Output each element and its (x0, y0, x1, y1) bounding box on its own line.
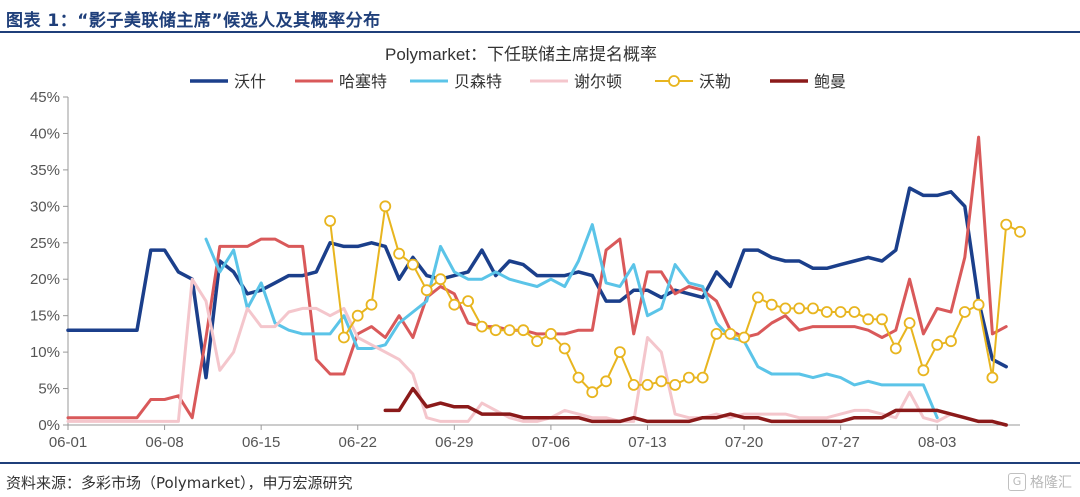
series-point (627, 378, 640, 391)
series-point (558, 342, 571, 355)
series-point (738, 331, 750, 344)
x-tick-label: 06-29 (435, 434, 473, 451)
series-point (337, 331, 350, 344)
y-tick-label: 10% (30, 344, 60, 361)
series-point (931, 338, 944, 351)
series-point (600, 375, 612, 388)
x-tick-label: 06-15 (242, 434, 280, 451)
series-point (448, 298, 461, 311)
series-point (696, 371, 709, 384)
y-tick-label: 45% (30, 89, 60, 106)
footer-divider (0, 462, 1080, 464)
series-point (434, 273, 447, 286)
legend-label: 谢尔顿 (574, 73, 622, 91)
series-point (862, 313, 875, 326)
series-point (945, 335, 957, 348)
x-tick-label: 07-13 (628, 434, 666, 451)
chart-container: Polymarket：下任联储主席提名概率 沃什 哈塞特 贝森特 谢尔顿 沃勒 鲍曼 0%… (0, 34, 1080, 464)
series-point (834, 306, 847, 318)
y-tick-label: 25% (30, 235, 60, 252)
legend-label: 贝森特 (454, 73, 502, 91)
series-point (406, 258, 419, 271)
watermark: G 格隆汇 (1008, 472, 1072, 492)
series-point (958, 306, 971, 318)
series-point (724, 327, 737, 340)
series-point (986, 371, 999, 384)
legend-marker (668, 75, 680, 87)
series-point (503, 324, 516, 337)
legend-label: 哈塞特 (339, 73, 387, 91)
header-divider (0, 31, 1080, 33)
x-tick-label: 07-20 (725, 434, 763, 451)
series-point (324, 214, 337, 227)
series-point (752, 291, 764, 304)
series-point (545, 327, 557, 340)
line-chart: Polymarket：下任联储主席提名概率 沃什 哈塞特 贝森特 谢尔顿 沃勒 鲍曼 0%… (30, 45, 1026, 451)
series-point (641, 378, 654, 391)
y-tick-label: 15% (30, 308, 60, 325)
series-point (531, 335, 543, 348)
series-point (586, 386, 599, 399)
figure-title: 图表 1：“影子美联储主席”候选人及其概率分布 (6, 11, 381, 31)
x-tick-label: 06-22 (339, 434, 377, 451)
series-line (66, 277, 953, 423)
legend-label: 沃勒 (699, 73, 731, 91)
x-tick-label: 06-08 (145, 434, 183, 451)
series-point (820, 306, 833, 318)
series-line (329, 205, 1021, 394)
x-tick-label: 06-01 (49, 434, 87, 451)
y-tick-label: 0% (38, 417, 60, 434)
x-tick-label: 08-03 (918, 434, 956, 451)
series-line (204, 223, 939, 420)
series-point (655, 375, 668, 388)
chart-title: Polymarket：下任联储主席提名概率 (385, 45, 657, 64)
series-point (1014, 225, 1026, 238)
report-footer: 资料来源：多彩市场（Polymarket），申万宏源研究 G 格隆汇 (0, 462, 1080, 497)
x-tick-label: 07-27 (821, 434, 859, 451)
series-point (420, 284, 433, 297)
series-point (614, 346, 626, 359)
series-line (66, 186, 1008, 380)
series-point (903, 317, 916, 329)
chart-axes: 0% 5% 10% 15% 20% 25% 30% 35% 40% 45% 06-01 06-08 06… (30, 89, 1020, 451)
x-tick-label: 07-06 (532, 434, 570, 451)
watermark-text: 格隆汇 (1030, 475, 1072, 491)
series-point (807, 302, 819, 315)
series-point (889, 342, 902, 355)
series-point (517, 324, 530, 337)
series-point (793, 302, 806, 315)
series-point (379, 200, 392, 213)
series-point (475, 320, 488, 333)
chart-series (66, 135, 1026, 427)
series-point (765, 298, 778, 311)
series-line (66, 135, 1008, 420)
watermark-logo-icon: G (1008, 473, 1026, 491)
y-tick-label: 35% (30, 162, 60, 179)
series-point (848, 306, 861, 318)
y-tick-label: 40% (30, 125, 60, 142)
series-point (972, 298, 985, 311)
legend-label: 鲍曼 (814, 73, 846, 91)
series-point (462, 295, 475, 308)
series-point (710, 327, 723, 340)
source-note: 资料来源：多彩市场（Polymarket），申万宏源研究 (6, 474, 353, 492)
series-point (365, 298, 378, 311)
y-tick-label: 5% (38, 381, 60, 398)
series-point (1000, 218, 1013, 231)
series-point (683, 371, 695, 384)
series-point (876, 313, 888, 326)
y-tick-label: 20% (30, 271, 60, 288)
chart-legend: 沃什 哈塞特 贝森特 谢尔顿 沃勒 鲍曼 (190, 73, 846, 91)
report-header: 图表 1：“影子美联储主席”候选人及其概率分布 (0, 0, 1080, 34)
series-line (383, 386, 1008, 427)
series-point (351, 309, 364, 322)
series-point (779, 302, 792, 315)
legend-label: 沃什 (234, 73, 266, 91)
series-point (572, 371, 585, 384)
series-point (669, 378, 681, 391)
series-point (917, 364, 930, 377)
series-point (393, 247, 406, 260)
series-point (489, 324, 502, 337)
y-tick-label: 30% (30, 198, 60, 215)
